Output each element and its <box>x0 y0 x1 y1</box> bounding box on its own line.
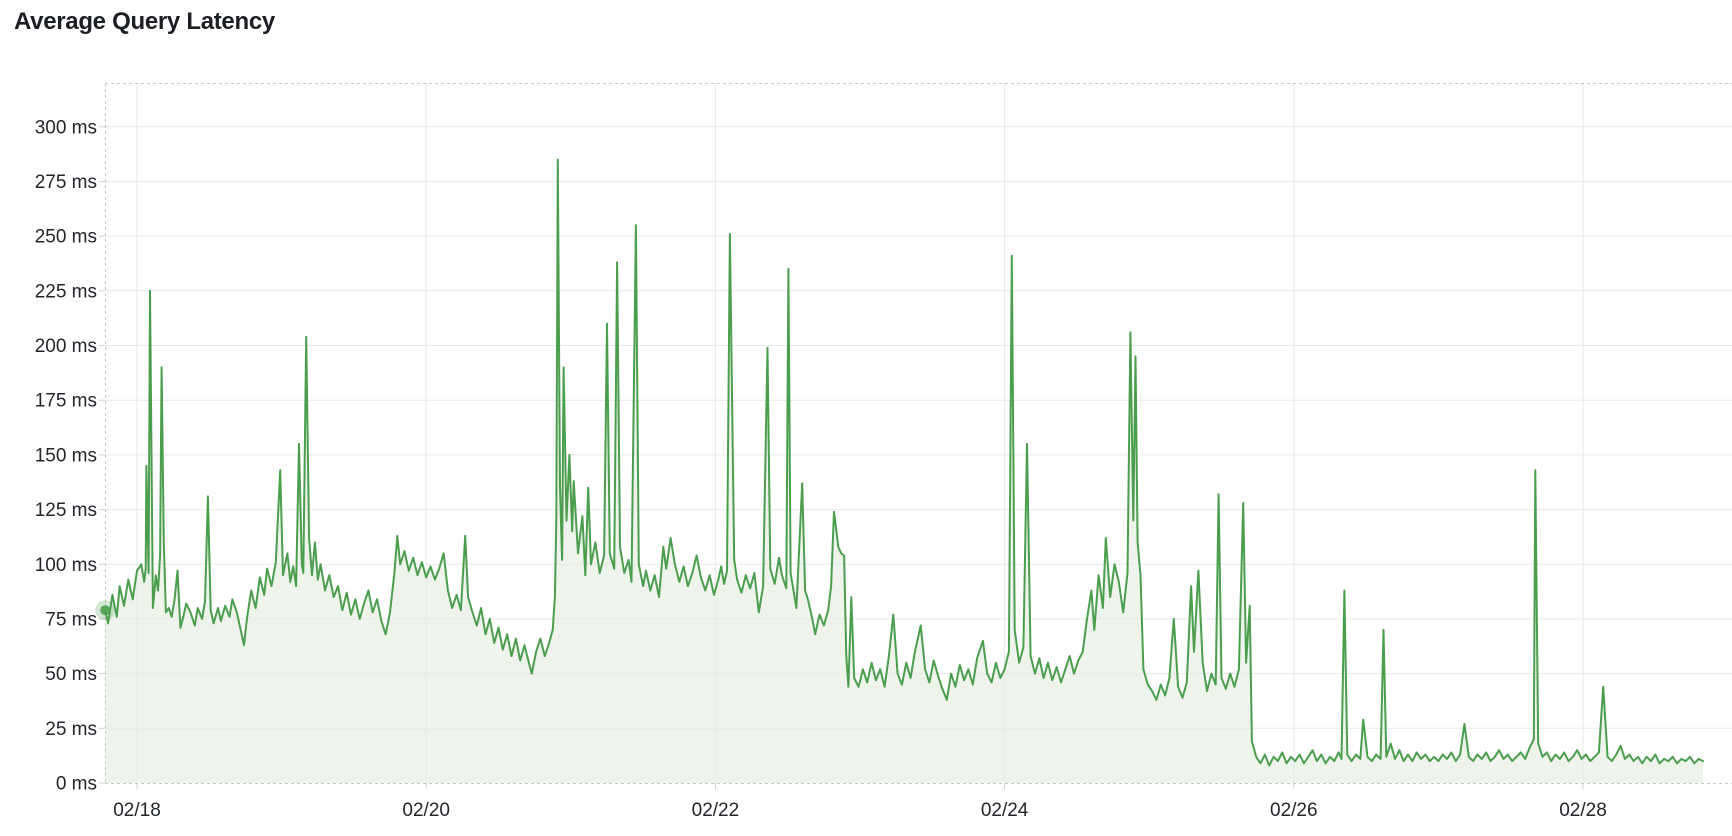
x-axis-label: 02/28 <box>1559 800 1607 821</box>
y-axis-label: 25 ms <box>45 719 97 740</box>
chart-title: Average Query Latency <box>14 8 275 35</box>
y-axis-label: 275 ms <box>35 172 97 193</box>
y-axis-label: 150 ms <box>35 445 97 466</box>
y-axis-label: 300 ms <box>35 117 97 138</box>
y-axis-label: 0 ms <box>56 774 97 795</box>
series-start-dot <box>100 605 111 616</box>
latency-line <box>104 158 1704 767</box>
x-axis-label: 02/20 <box>402 800 450 821</box>
y-axis-label: 125 ms <box>35 500 97 521</box>
y-axis-label: 100 ms <box>35 555 97 576</box>
y-axis-label: 200 ms <box>35 336 97 357</box>
y-axis-label: 75 ms <box>45 609 97 630</box>
x-axis-label: 02/24 <box>981 800 1029 821</box>
y-axis-label: 250 ms <box>35 227 97 248</box>
x-axis-label: 02/22 <box>692 800 740 821</box>
y-axis-label: 225 ms <box>35 281 97 302</box>
x-axis-label: 02/26 <box>1270 800 1318 821</box>
y-axis-label: 50 ms <box>45 664 97 685</box>
latency-area <box>105 159 1704 784</box>
y-axis-label: 175 ms <box>35 391 97 412</box>
x-axis-label: 02/18 <box>113 800 161 821</box>
